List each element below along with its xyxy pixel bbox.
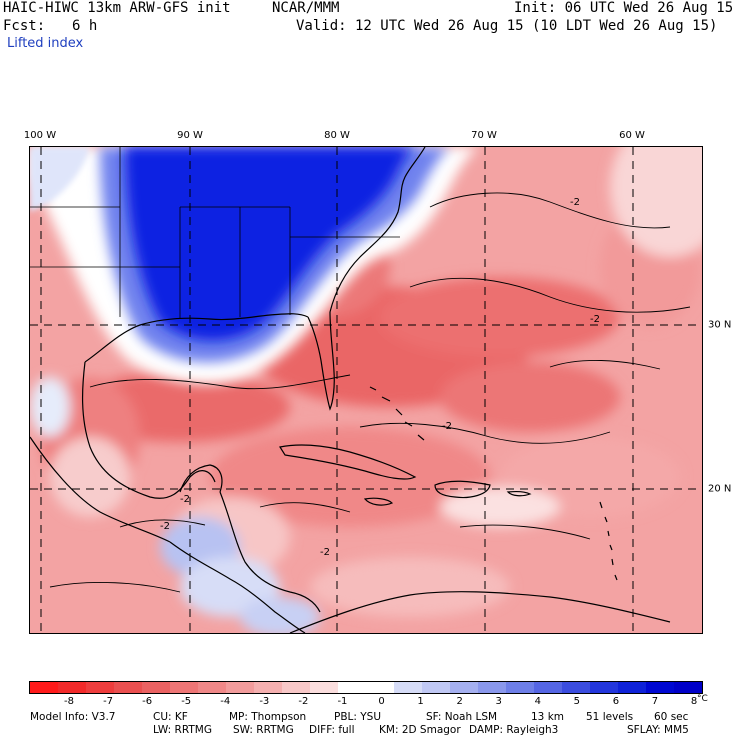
model-info-sf: SF: Noah LSM xyxy=(426,711,498,723)
forecast-hour: 6 h xyxy=(72,18,98,34)
lon-label-70w: 70 W xyxy=(471,130,497,141)
color-scale-tick-label: 3 xyxy=(495,696,502,707)
map-canvas: -2 -2 -2 -2 -2 -2 xyxy=(30,147,702,633)
model-info-cu: CU: KF xyxy=(153,711,188,723)
color-scale-bar xyxy=(29,681,703,694)
forecast-label: Fcst: xyxy=(3,18,46,34)
lon-label-100w: 100 W xyxy=(23,130,57,141)
color-scale-cell xyxy=(450,682,478,693)
color-scale-cell xyxy=(226,682,254,693)
color-scale-cell xyxy=(506,682,534,693)
contour-value-labels: -2 -2 -2 -2 -2 -2 xyxy=(160,197,600,558)
model-info-km: KM: 2D Smagor xyxy=(379,724,461,736)
model-info-sw: SW: RRTMG xyxy=(233,724,294,736)
color-scale-cell xyxy=(114,682,142,693)
lat-label-30n: 30 N xyxy=(708,319,732,331)
color-scale-tick-label: 0 xyxy=(378,696,385,707)
color-scale-cell xyxy=(170,682,198,693)
lat-label-20n: 20 N xyxy=(708,483,732,495)
field-shading xyxy=(30,147,702,633)
contour-label: -2 xyxy=(442,421,452,432)
model-info-version: Model Info: V3.7 xyxy=(30,711,116,723)
color-scale-cell xyxy=(254,682,282,693)
organization: NCAR/MMM xyxy=(272,0,340,16)
color-scale-cell xyxy=(646,682,674,693)
model-info-mp: MP: Thompson xyxy=(229,711,307,723)
contour-label: -2 xyxy=(590,314,600,325)
color-scale-tick-label: 4 xyxy=(534,696,541,707)
color-scale-tick-label: -4 xyxy=(220,696,231,707)
color-scale-cell xyxy=(58,682,86,693)
color-scale-cell xyxy=(30,682,58,693)
color-scale-cell xyxy=(534,682,562,693)
color-scale-tick-label: -2 xyxy=(298,696,309,707)
color-scale-cell xyxy=(198,682,226,693)
model-title: HAIC-HIWC 13km ARW-GFS init xyxy=(3,0,231,16)
color-scale-cell xyxy=(478,682,506,693)
positive-region-core xyxy=(125,147,415,341)
color-scale-cell xyxy=(142,682,170,693)
color-scale-tick-label: -3 xyxy=(259,696,270,707)
color-scale-labels: -8 -7 -6 -5 -4 -3 -2 -1 0 1 2 3 4 5 6 7 8 xyxy=(29,696,703,708)
model-info-timestep: 60 sec xyxy=(654,711,689,723)
color-scale-cell xyxy=(590,682,618,693)
contour-lines xyxy=(49,192,691,593)
contour-label: -2 xyxy=(180,494,190,505)
model-info-resolution: 13 km xyxy=(531,711,565,723)
valid-time: Valid: 12 UTC Wed 26 Aug 15 (10 LDT Wed … xyxy=(296,18,718,34)
lon-label-80w: 80 W xyxy=(324,130,350,141)
model-info-diff: DIFF: full xyxy=(309,724,355,736)
model-info-pbl: PBL: YSU xyxy=(334,711,382,723)
color-scale-tick-label: 8 xyxy=(690,696,698,707)
color-scale-tick-label: 5 xyxy=(573,696,580,707)
contour-label: -2 xyxy=(160,521,170,532)
color-scale-tick-label: -6 xyxy=(142,696,153,707)
model-info-levels: 51 levels xyxy=(586,711,634,723)
color-scale-cell xyxy=(338,682,366,693)
coastlines xyxy=(30,147,671,633)
color-scale-unit: °C xyxy=(697,694,708,704)
color-scale-cell xyxy=(394,682,422,693)
color-scale-cell xyxy=(674,682,702,693)
contour-label: -2 xyxy=(570,197,580,208)
color-scale-cell xyxy=(422,682,450,693)
lon-label-60w: 60 W xyxy=(619,130,645,141)
color-scale-tick-label: -7 xyxy=(103,696,114,707)
field-name: Lifted index xyxy=(7,36,84,51)
color-scale-tick-label: -8 xyxy=(64,696,74,707)
lifted-index-map: -2 -2 -2 -2 -2 -2 xyxy=(29,146,703,634)
color-scale-tick-label: -5 xyxy=(181,696,192,707)
lon-label-90w: 90 W xyxy=(177,130,203,141)
model-info-damp: DAMP: Rayleigh3 xyxy=(469,724,559,736)
color-scale-cell xyxy=(562,682,590,693)
color-scale-tick-label: 6 xyxy=(612,696,620,707)
color-scale-cell xyxy=(282,682,310,693)
contour-label: -2 xyxy=(320,547,330,558)
color-scale-tick-label: -1 xyxy=(337,696,348,707)
model-info-lw: LW: RRTMG xyxy=(153,724,212,736)
color-scale-cell xyxy=(310,682,338,693)
color-scale-cell xyxy=(86,682,114,693)
color-scale-cell xyxy=(366,682,394,693)
model-info-sflay: SFLAY: MM5 xyxy=(627,724,689,736)
color-scale-tick-label: 1 xyxy=(417,696,424,707)
init-time: Init: 06 UTC Wed 26 Aug 15 xyxy=(514,0,734,16)
color-scale-tick-label: 7 xyxy=(651,696,659,707)
color-scale-tick-label: 2 xyxy=(456,696,463,707)
color-scale-cell xyxy=(618,682,646,693)
